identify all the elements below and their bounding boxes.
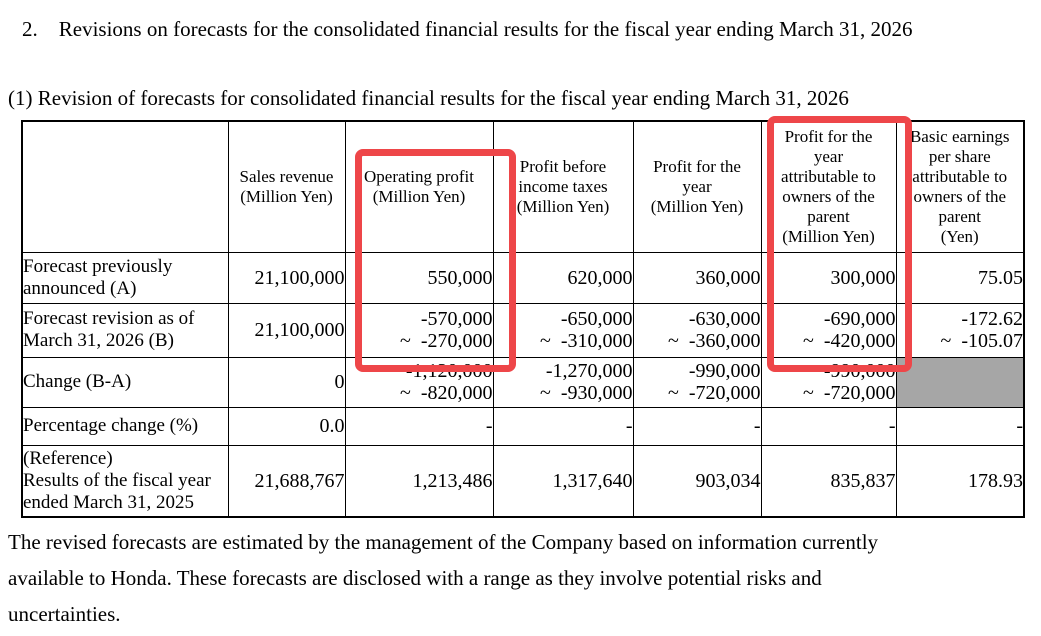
table-header-row: Sales revenue (Million Yen) Operating pr… <box>21 120 1025 253</box>
table-cell: - <box>492 406 634 446</box>
table-cell: - <box>895 406 1025 446</box>
col-header-sales-revenue: Sales revenue (Million Yen) <box>227 120 346 253</box>
table-cell: 1,213,486 <box>344 444 494 518</box>
table-cell: 620,000 <box>492 251 634 304</box>
table-cell-blank-gray <box>895 356 1025 408</box>
row-label-forecast-previously-announced: Forecast previously announced (A) <box>21 251 229 304</box>
col-header-basic-eps: Basic earnings per share attributable to… <box>895 120 1025 253</box>
col-header-profit-before-income-taxes: Profit before income taxes (Million Yen) <box>492 120 634 253</box>
table-cell: 360,000 <box>632 251 762 304</box>
table-cell: - <box>760 406 897 446</box>
table-cell: -172.62 ~ -105.07 <box>895 302 1025 358</box>
row-label-reference-results: (Reference) Results of the fiscal year e… <box>21 444 229 518</box>
table-cell: -630,000 ~ -360,000 <box>632 302 762 358</box>
table-cell: -990,000 ~ -720,000 <box>760 356 897 408</box>
table-cell: 835,837 <box>760 444 897 518</box>
financial-forecast-table: Sales revenue (Million Yen) Operating pr… <box>21 120 1025 518</box>
table-row-forecast-previously-announced: Forecast previously announced (A) 21,100… <box>21 251 1025 304</box>
table-cell: 178.93 <box>895 444 1025 518</box>
row-label-percentage-change: Percentage change (%) <box>21 406 229 446</box>
table-cell: 21,100,000 <box>227 302 346 358</box>
table-cell: -690,000 ~ -420,000 <box>760 302 897 358</box>
table-cell: 0.0 <box>227 406 346 446</box>
row-label-forecast-revision: Forecast revision as of March 31, 2026 (… <box>21 302 229 358</box>
table-row-reference-results: (Reference) Results of the fiscal year e… <box>21 444 1025 518</box>
table-row-change: Change (B-A) 0 -1,120,000 ~ -820,000 -1,… <box>21 356 1025 408</box>
table-cell: - <box>344 406 494 446</box>
table-cell: 550,000 <box>344 251 494 304</box>
table-cell: 0 <box>227 356 346 408</box>
table-cell: -650,000 ~ -310,000 <box>492 302 634 358</box>
table-cell: 300,000 <box>760 251 897 304</box>
table-cell: 1,317,640 <box>492 444 634 518</box>
table-cell: -1,120,000 ~ -820,000 <box>344 356 494 408</box>
table-cell: - <box>632 406 762 446</box>
table-corner-cell <box>21 120 229 253</box>
col-header-profit-for-the-year: Profit for the year (Million Yen) <box>632 120 762 253</box>
table-cell: 21,100,000 <box>227 251 346 304</box>
table-cell: 903,034 <box>632 444 762 518</box>
table-cell: 21,688,767 <box>227 444 346 518</box>
table-cell: -570,000 ~ -270,000 <box>344 302 494 358</box>
col-header-operating-profit: Operating profit (Million Yen) <box>344 120 494 253</box>
table-cell: 75.05 <box>895 251 1025 304</box>
footnote-text: The revised forecasts are estimated by t… <box>8 530 879 626</box>
table-cell: -990,000 ~ -720,000 <box>632 356 762 408</box>
page-title: 2. Revisions on forecasts for the consol… <box>22 17 913 41</box>
table-row-percentage-change: Percentage change (%) 0.0 - - - - - <box>21 406 1025 446</box>
table-row-forecast-revision: Forecast revision as of March 31, 2026 (… <box>21 302 1025 358</box>
section-subtitle: (1) Revision of forecasts for consolidat… <box>8 86 849 110</box>
table-cell: -1,270,000 ~ -930,000 <box>492 356 634 408</box>
row-label-change: Change (B-A) <box>21 356 229 408</box>
col-header-profit-attributable-to-owners: Profit for the year attributable to owne… <box>760 120 897 253</box>
